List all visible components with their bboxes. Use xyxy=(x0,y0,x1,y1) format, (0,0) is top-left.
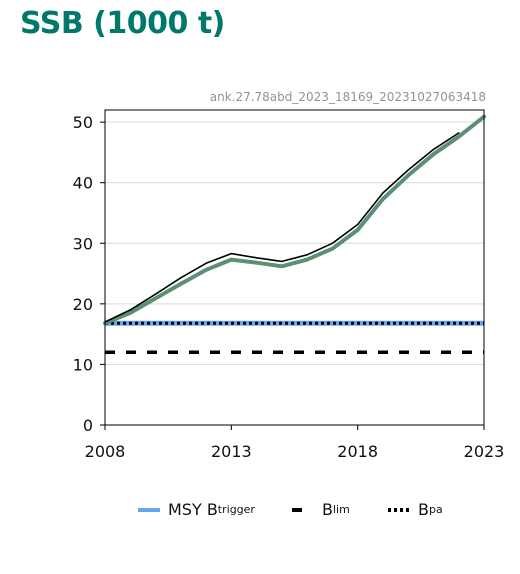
legend-msy-label: MSY B xyxy=(168,500,218,519)
y-tick-label-40: 40 xyxy=(73,174,93,193)
y-axis: 0 10 20 30 40 50 xyxy=(73,113,105,435)
y-tick-label-0: 0 xyxy=(83,416,93,435)
legend-bpa-sub: pa xyxy=(428,503,443,516)
plot-frame xyxy=(104,109,485,426)
x-tick-label-2008: 2008 xyxy=(85,442,126,461)
y-tick-label-50: 50 xyxy=(73,113,93,132)
x-tick-label-2023: 2023 xyxy=(464,442,505,461)
x-tick-label-2013: 2013 xyxy=(211,442,252,461)
legend-msy-swatch xyxy=(138,507,160,512)
legend-blim-sub: lim xyxy=(332,503,350,516)
legend-blim-label: B xyxy=(322,500,333,519)
legend-blim-swatch xyxy=(292,507,302,512)
y-tick-label-30: 30 xyxy=(73,234,93,253)
y-tick-label-20: 20 xyxy=(73,295,93,314)
grid-lines xyxy=(105,121,484,365)
series-lines xyxy=(103,114,486,326)
chart-title: SSB (1000 t) xyxy=(20,6,225,41)
ssb-chart: 2008 2013 2018 2023 0 10 20 30 40 50 xyxy=(73,109,505,461)
legend-bpa-label: B xyxy=(418,500,429,519)
x-tick-label-2018: 2018 xyxy=(337,442,378,461)
y-tick-label-10: 10 xyxy=(73,355,93,374)
series-line-1 xyxy=(103,114,486,326)
x-axis: 2008 2013 2018 2023 xyxy=(85,425,505,461)
legend-bpa-swatch xyxy=(388,507,410,512)
legend-msy-sub: trigger xyxy=(217,503,255,516)
reference-lines xyxy=(105,320,484,355)
series-line-0 xyxy=(104,132,460,323)
chart-stamp: ank.27.78abd_2023_18169_20231027063418 xyxy=(209,90,486,104)
